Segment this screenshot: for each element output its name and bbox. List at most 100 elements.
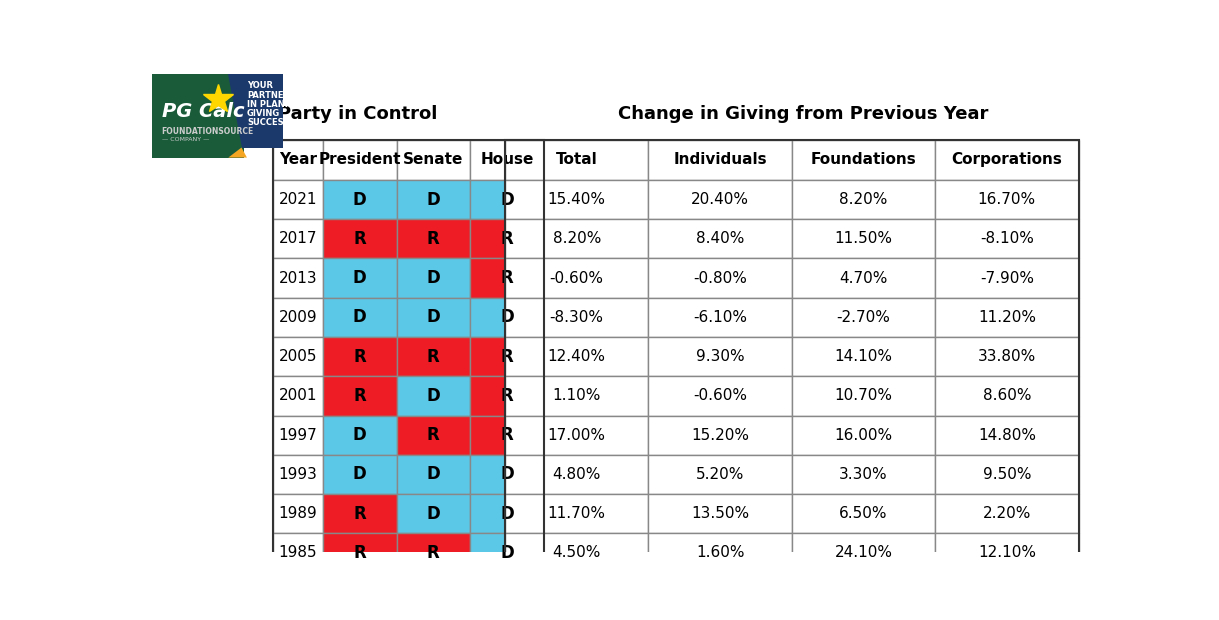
Bar xyxy=(471,259,544,298)
Bar xyxy=(649,259,792,298)
Polygon shape xyxy=(228,148,247,157)
Text: 6.50%: 6.50% xyxy=(839,506,887,521)
Bar xyxy=(505,140,1079,573)
Text: 8.20%: 8.20% xyxy=(552,231,601,246)
Text: 3.30%: 3.30% xyxy=(839,467,887,482)
Text: D: D xyxy=(500,505,514,523)
Bar xyxy=(935,533,1079,573)
Text: D: D xyxy=(427,190,440,208)
Bar xyxy=(505,337,649,376)
Text: R: R xyxy=(501,230,513,248)
Bar xyxy=(273,180,323,219)
Text: 4.50%: 4.50% xyxy=(552,546,601,560)
Bar xyxy=(649,180,792,219)
Bar xyxy=(935,455,1079,494)
Bar xyxy=(935,140,1079,180)
Text: 2021: 2021 xyxy=(278,192,317,207)
Text: 1993: 1993 xyxy=(278,467,317,482)
Bar xyxy=(471,415,544,455)
Bar xyxy=(471,494,544,533)
Bar xyxy=(396,494,471,533)
Bar xyxy=(471,455,544,494)
Text: Individuals: Individuals xyxy=(673,153,767,167)
Text: 9.50%: 9.50% xyxy=(983,467,1031,482)
Text: Party in Control: Party in Control xyxy=(278,105,438,123)
Text: 2001: 2001 xyxy=(278,388,317,404)
Bar xyxy=(396,140,471,180)
Bar xyxy=(935,259,1079,298)
Bar xyxy=(471,180,544,219)
Bar xyxy=(649,415,792,455)
Bar xyxy=(323,219,396,259)
Text: 17.00%: 17.00% xyxy=(547,428,606,443)
Text: 1985: 1985 xyxy=(278,546,317,560)
Bar xyxy=(323,494,396,533)
Text: — COMPANY —: — COMPANY — xyxy=(162,138,208,143)
Bar xyxy=(273,259,323,298)
Text: R: R xyxy=(354,505,366,523)
Bar xyxy=(649,298,792,337)
Text: D: D xyxy=(427,466,440,484)
Text: 8.40%: 8.40% xyxy=(696,231,745,246)
Bar xyxy=(273,337,323,376)
Text: 15.40%: 15.40% xyxy=(547,192,606,207)
Text: Total: Total xyxy=(556,153,597,167)
Bar xyxy=(505,219,649,259)
Bar xyxy=(935,219,1079,259)
Bar xyxy=(935,376,1079,415)
Bar xyxy=(396,337,471,376)
Text: R: R xyxy=(354,387,366,405)
Bar xyxy=(471,298,544,337)
Text: 33.80%: 33.80% xyxy=(978,349,1036,364)
Text: R: R xyxy=(501,426,513,444)
Bar xyxy=(792,455,935,494)
Text: R: R xyxy=(427,426,440,444)
Text: 24.10%: 24.10% xyxy=(835,546,892,560)
Bar xyxy=(935,415,1079,455)
Bar xyxy=(792,494,935,533)
Bar xyxy=(323,180,396,219)
Bar xyxy=(396,298,471,337)
Bar xyxy=(505,298,649,337)
Text: D: D xyxy=(427,505,440,523)
Bar xyxy=(505,180,649,219)
Text: D: D xyxy=(352,466,367,484)
Text: 1.60%: 1.60% xyxy=(696,546,745,560)
Text: 11.20%: 11.20% xyxy=(978,310,1036,325)
Text: 13.50%: 13.50% xyxy=(691,506,750,521)
Text: -0.60%: -0.60% xyxy=(694,388,747,404)
Bar xyxy=(471,376,544,415)
Bar xyxy=(505,376,649,415)
Bar xyxy=(792,219,935,259)
Polygon shape xyxy=(228,74,283,148)
Text: D: D xyxy=(427,387,440,405)
Bar xyxy=(505,259,649,298)
Text: R: R xyxy=(354,348,366,366)
Bar xyxy=(792,259,935,298)
Text: D: D xyxy=(500,544,514,562)
Text: Foundations: Foundations xyxy=(811,153,917,167)
Text: 16.00%: 16.00% xyxy=(834,428,892,443)
Bar xyxy=(323,533,396,573)
Text: PARTNER: PARTNER xyxy=(247,91,290,99)
Text: 10.70%: 10.70% xyxy=(835,388,892,404)
Bar xyxy=(273,376,323,415)
Bar xyxy=(396,219,471,259)
Bar xyxy=(471,140,544,180)
Text: 2009: 2009 xyxy=(278,310,317,325)
Text: -6.10%: -6.10% xyxy=(694,310,747,325)
Text: R: R xyxy=(354,230,366,248)
Bar xyxy=(323,298,396,337)
Bar xyxy=(396,376,471,415)
Bar xyxy=(396,533,471,573)
Text: R: R xyxy=(354,544,366,562)
Bar xyxy=(323,415,396,455)
Text: 4.80%: 4.80% xyxy=(552,467,601,482)
Text: PG Calc: PG Calc xyxy=(162,102,244,121)
Bar xyxy=(792,376,935,415)
Text: R: R xyxy=(427,544,440,562)
Text: 4.70%: 4.70% xyxy=(839,270,887,286)
Bar xyxy=(273,494,323,533)
Text: -8.10%: -8.10% xyxy=(980,231,1034,246)
Text: D: D xyxy=(352,426,367,444)
